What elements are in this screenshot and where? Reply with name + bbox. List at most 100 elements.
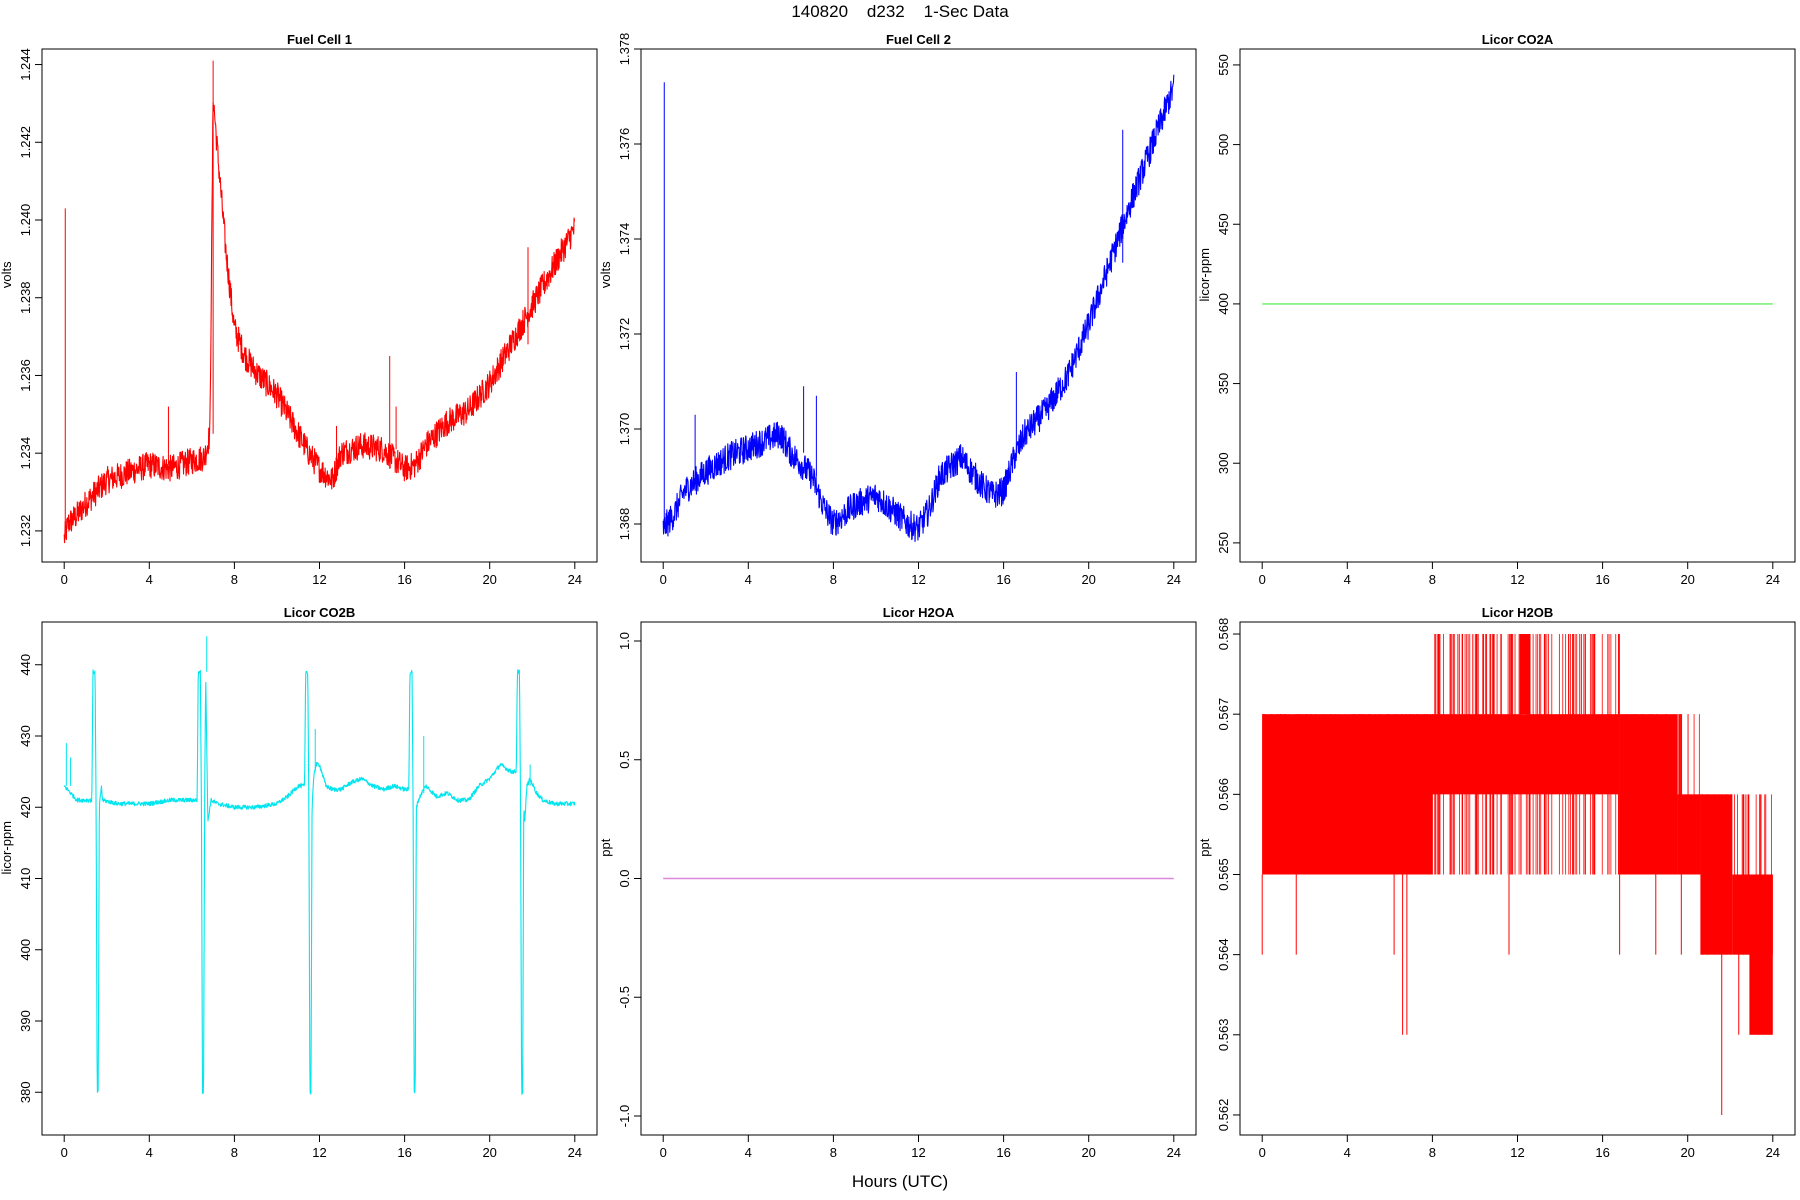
y-tick-label: 420 xyxy=(18,796,33,818)
plot-frame xyxy=(640,48,1197,563)
x-tick-label: 12 xyxy=(312,572,326,587)
series-licor-co2b xyxy=(63,636,576,1095)
series-licor-h2ob xyxy=(1261,634,1773,1115)
y-tick-label: 550 xyxy=(1216,54,1231,76)
page-title: 140820 d232 1-Sec Data xyxy=(791,2,1009,21)
y-axis-label: volts xyxy=(0,261,14,288)
x-tick-label: 8 xyxy=(231,572,238,587)
x-tick-label: 4 xyxy=(745,572,752,587)
x-tick-label: 16 xyxy=(397,572,411,587)
data-band xyxy=(1619,714,1678,875)
x-tick-label: 16 xyxy=(1595,572,1609,587)
y-tick-label: -0.5 xyxy=(617,986,632,1008)
x-tick-label: 4 xyxy=(146,572,153,587)
data-band xyxy=(1262,714,1433,875)
x-tick-label: 8 xyxy=(1429,1145,1436,1160)
y-tick-label: 250 xyxy=(1216,532,1231,554)
y-tick-label: 0.563 xyxy=(1216,1019,1231,1052)
chart-title: Fuel Cell 1 xyxy=(287,32,352,47)
y-axis-label: licor-ppm xyxy=(0,821,14,874)
x-tick-label: 16 xyxy=(397,1145,411,1160)
x-tick-label: 20 xyxy=(1081,1145,1095,1160)
y-tick-label: 1.238 xyxy=(18,281,33,314)
y-tick-label: 0.567 xyxy=(1216,698,1231,731)
y-tick-label: 380 xyxy=(18,1081,33,1103)
x-tick-label: 8 xyxy=(830,1145,837,1160)
x-tick-label: 16 xyxy=(1595,1145,1609,1160)
y-axis-label: ppt xyxy=(598,838,613,856)
y-tick-label: 1.232 xyxy=(18,515,33,548)
y-tick-label: 1.376 xyxy=(617,128,632,161)
chart-licor-h2ob: Licor H2OB ppt 0 4 8 12 16 20 24 0.562 0.563 0.564 0… xyxy=(1197,605,1796,1160)
x-tick-label: 12 xyxy=(1510,1145,1524,1160)
x-tick-label: 0 xyxy=(61,1145,68,1160)
y-tick-label: 0.0 xyxy=(617,869,632,887)
y-tick-label: 0.565 xyxy=(1216,858,1231,891)
x-tick-label: 24 xyxy=(1167,1145,1181,1160)
chart-licor-co2b: Licor CO2B licor-ppm 0 4 8 12 16 20 24 380 390 400 4… xyxy=(0,605,598,1160)
x-tick-label: 4 xyxy=(146,1145,153,1160)
y-tick-label: 0.562 xyxy=(1216,1099,1231,1132)
x-tick-label: 20 xyxy=(1680,1145,1694,1160)
data-band xyxy=(1519,634,1531,715)
x-tick-label: 20 xyxy=(1081,572,1095,587)
y-tick-label: 500 xyxy=(1216,134,1231,156)
chart-licor-co2a: Licor CO2A licor-ppm 0 4 8 12 16 20 24 250 300 350 4… xyxy=(1197,32,1796,587)
y-axis-label: ppt xyxy=(1197,838,1212,856)
y-tick-label: 410 xyxy=(18,868,33,890)
y-tick-label: 430 xyxy=(18,725,33,747)
data-line xyxy=(63,669,576,1095)
x-tick-label: 0 xyxy=(1259,572,1266,587)
x-tick-label: 16 xyxy=(996,1145,1010,1160)
y-tick-label: 1.372 xyxy=(617,318,632,351)
chart-title: Licor CO2A xyxy=(1482,32,1554,47)
data-line xyxy=(662,74,1175,543)
x-tick-label: 0 xyxy=(660,1145,667,1160)
chart-title: Fuel Cell 2 xyxy=(886,32,951,47)
y-tick-label: 1.368 xyxy=(617,508,632,541)
y-tick-label: 0.568 xyxy=(1216,618,1231,651)
x-tick-label: 20 xyxy=(482,572,496,587)
y-tick-label: 400 xyxy=(1216,293,1231,315)
x-tick-label: 20 xyxy=(482,1145,496,1160)
x-tick-label: 4 xyxy=(1344,1145,1351,1160)
y-axis-label: volts xyxy=(598,261,613,288)
y-tick-label: 1.236 xyxy=(18,359,33,392)
x-tick-label: 16 xyxy=(996,572,1010,587)
y-tick-label: 390 xyxy=(18,1010,33,1032)
y-axis-label: licor-ppm xyxy=(1197,248,1212,301)
x-tick-label: 0 xyxy=(1259,1145,1266,1160)
y-tick-label: 0.564 xyxy=(1216,938,1231,971)
x-tick-label: 0 xyxy=(61,572,68,587)
x-tick-label: 12 xyxy=(1510,572,1524,587)
x-tick-label: 8 xyxy=(231,1145,238,1160)
y-tick-label: 350 xyxy=(1216,373,1231,395)
x-tick-label: 24 xyxy=(1167,572,1181,587)
plot-frame xyxy=(1239,48,1796,563)
chart-fuel-cell-2: Fuel Cell 2 volts 0 4 8 12 16 20 24 1.368 1.370 1.3… xyxy=(598,32,1197,587)
chart-title: Licor H2OB xyxy=(1482,605,1554,620)
y-tick-label: 450 xyxy=(1216,213,1231,235)
y-tick-label: 1.244 xyxy=(18,48,33,81)
chart-title: Licor CO2B xyxy=(284,605,356,620)
y-tick-label: 1.370 xyxy=(617,413,632,446)
y-tick-label: 1.378 xyxy=(617,33,632,66)
data-line xyxy=(63,102,576,544)
x-tick-label: 4 xyxy=(1344,572,1351,587)
y-tick-label: 0.5 xyxy=(617,751,632,769)
x-tick-label: 8 xyxy=(830,572,837,587)
chart-fuel-cell-1: Fuel Cell 1 volts 0 4 8 12 16 20 24 1.232 1.234 1.2… xyxy=(0,32,598,587)
x-axis-title: Hours (UTC) xyxy=(851,1172,949,1191)
x-tick-label: 12 xyxy=(911,1145,925,1160)
x-tick-label: 24 xyxy=(568,1145,582,1160)
y-tick-label: 1.234 xyxy=(18,437,33,470)
x-tick-label: 24 xyxy=(1766,572,1780,587)
plot-frame xyxy=(41,48,598,563)
x-tick-label: 12 xyxy=(911,572,925,587)
x-tick-label: 24 xyxy=(568,572,582,587)
y-tick-label: 300 xyxy=(1216,452,1231,474)
x-tick-label: 20 xyxy=(1680,572,1694,587)
y-tick-label: 1.374 xyxy=(617,223,632,256)
y-tick-label: 400 xyxy=(18,939,33,961)
x-tick-label: 24 xyxy=(1766,1145,1780,1160)
